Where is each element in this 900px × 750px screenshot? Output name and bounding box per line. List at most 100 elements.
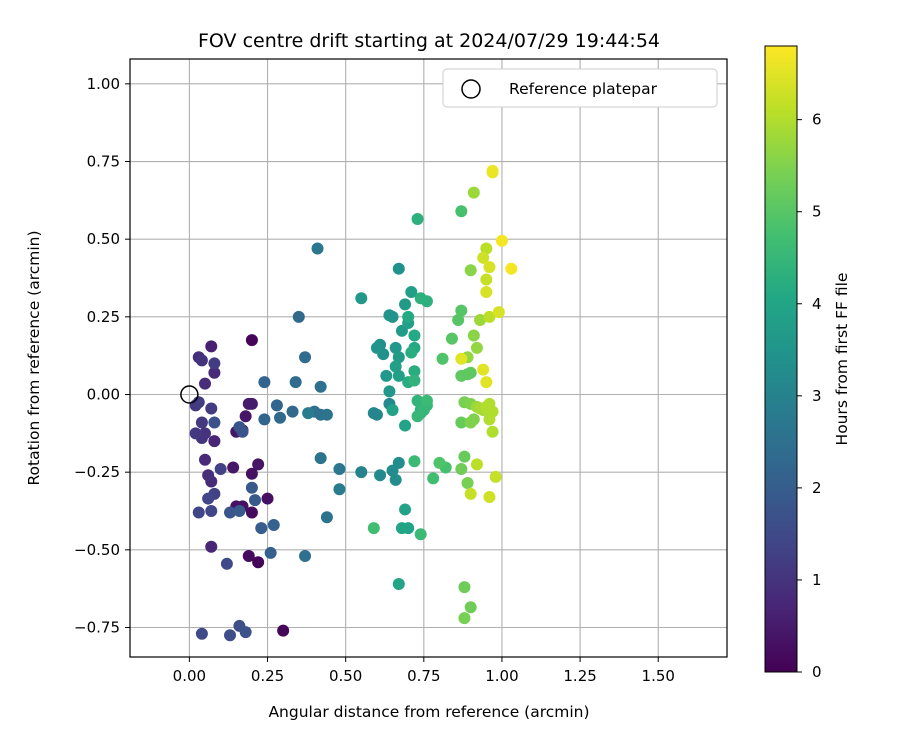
scatter-point [386, 404, 399, 417]
scatter-point [289, 376, 302, 389]
scatter-point [461, 477, 474, 490]
scatter-point [333, 483, 346, 496]
scatter-point [245, 467, 258, 480]
scatter-point [495, 234, 508, 247]
scatter-point [320, 408, 333, 421]
x-tick-label: 0.00 [173, 667, 206, 685]
plot-area: 0.00 0.25 0.50 0.75 1.00 1.25 1.50 −0.75−0.50−… [74, 58, 728, 685]
scatter-point [411, 212, 424, 225]
scatter-point [389, 341, 402, 354]
colorbar-tick-label: 5 [812, 203, 822, 221]
scatter-point [408, 365, 421, 378]
scatter-point [420, 394, 433, 407]
scatter-point [492, 306, 505, 319]
scatter-point [483, 491, 496, 504]
scatter-point [258, 413, 271, 426]
scatter-points [189, 164, 518, 642]
scatter-point [192, 396, 205, 409]
scatter-point [458, 450, 471, 463]
scatter-point [208, 416, 221, 429]
x-tick-label: 0.50 [329, 667, 362, 685]
scatter-point [227, 461, 240, 474]
scatter-point [483, 310, 496, 323]
scatter-point [405, 285, 418, 298]
scatter-point [208, 435, 221, 448]
scatter-point [286, 405, 299, 418]
scatter-point [242, 397, 255, 410]
scatter-point [480, 376, 493, 389]
x-tick-label: 1.00 [485, 667, 518, 685]
scatter-point [199, 427, 212, 440]
scatter-point [249, 494, 262, 507]
scatter-point [452, 313, 465, 326]
scatter-point [252, 458, 265, 471]
scatter-point [458, 612, 471, 625]
scatter-point [389, 360, 402, 373]
scatter-point [199, 453, 212, 466]
scatter-point [480, 273, 493, 286]
scatter-point [245, 506, 258, 519]
scatter-point [455, 352, 468, 365]
scatter-point [195, 627, 208, 640]
scatter-point [208, 357, 221, 370]
scatter-point [408, 329, 421, 342]
scatter-point [202, 469, 215, 482]
colorbar-tick-label: 0 [812, 663, 822, 681]
scatter-point [355, 466, 368, 479]
scatter-point [408, 374, 421, 387]
scatter-point [261, 492, 274, 505]
scatter-point [467, 329, 480, 342]
scatter-point [292, 310, 305, 323]
scatter-point [480, 285, 493, 298]
scatter-point [205, 540, 218, 553]
scatter-point [477, 251, 490, 264]
y-tick-label: −0.25 [74, 463, 120, 481]
scatter-point [467, 186, 480, 199]
scatter-point [389, 473, 402, 486]
scatter-point [464, 264, 477, 277]
scatter-point [192, 506, 205, 519]
scatter-point [433, 456, 446, 469]
scatter-point [445, 332, 458, 345]
scatter-point [486, 425, 499, 438]
y-tick-label: 0.75 [87, 153, 120, 171]
colorbar-tick-label: 4 [812, 295, 822, 313]
chart-title: FOV centre drift starting at 2024/07/29 … [198, 30, 660, 52]
scatter-point [370, 408, 383, 421]
scatter-point [242, 550, 255, 563]
scatter-point [505, 262, 518, 275]
scatter-point [270, 399, 283, 412]
legend-marker [461, 79, 481, 99]
scatter-point [455, 304, 468, 317]
colorbar-tick-label: 6 [812, 111, 822, 129]
scatter-point [202, 492, 215, 505]
scatter-point [208, 366, 221, 379]
scatter-point [420, 295, 433, 308]
x-tick-label: 0.75 [407, 667, 440, 685]
scatter-point [427, 472, 440, 485]
scatter-point [299, 550, 312, 563]
y-tick-label: 0.50 [87, 230, 120, 248]
scatter-point [392, 369, 405, 382]
y-tick-label: −0.75 [74, 618, 120, 636]
scatter-point [402, 310, 415, 323]
x-tick-label: 1.25 [563, 667, 596, 685]
plot-frame [129, 58, 728, 658]
scatter-point [455, 205, 468, 218]
scatter-point [402, 522, 415, 535]
legend: Reference platepar [442, 68, 718, 108]
scatter-point [355, 292, 368, 305]
scatter-point [464, 366, 477, 379]
scatter-point [458, 581, 471, 594]
legend-box [442, 68, 718, 108]
scatter-point [474, 313, 487, 326]
scatter-point [392, 351, 405, 364]
scatter-point [399, 298, 412, 311]
scatter-point [414, 528, 427, 541]
legend-label: Reference platepar [509, 80, 658, 98]
scatter-point [199, 377, 212, 390]
scatter-point [236, 425, 249, 438]
scatter-point [224, 506, 237, 519]
scatter-point [233, 504, 246, 517]
